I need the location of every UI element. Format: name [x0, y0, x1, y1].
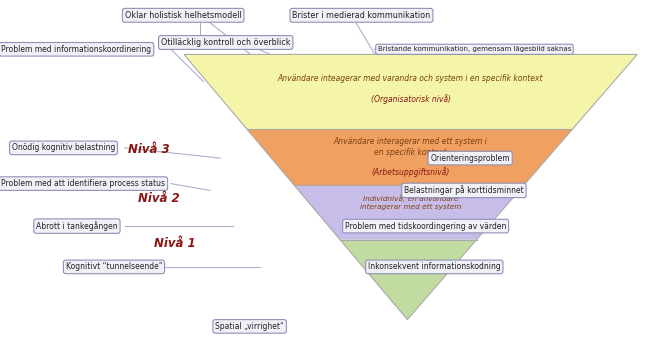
Text: Bristande kommunikation, gemensam lägesbild saknas: Bristande kommunikation, gemensam lägesb…	[378, 46, 571, 52]
Text: Abrott i tankegången: Abrott i tankegången	[36, 221, 118, 231]
Text: Kognitivt “tunnelseende”: Kognitivt “tunnelseende”	[66, 262, 162, 271]
Text: Problem med att identifiera process status: Problem med att identifiera process stat…	[1, 179, 166, 188]
Text: Nivå 2: Nivå 2	[138, 192, 179, 205]
Text: Spatial „virrighet“: Spatial „virrighet“	[215, 322, 284, 331]
Text: (Arbetsuppgiftsnivå): (Arbetsuppgiftsnivå)	[371, 168, 450, 177]
Text: Nivå 1: Nivå 1	[154, 237, 196, 250]
Text: Onödig kognitiv belastning: Onödig kognitiv belastning	[12, 143, 115, 152]
Text: Oklar holistisk helhetsmodell: Oklar holistisk helhetsmodell	[125, 11, 242, 20]
Polygon shape	[340, 240, 476, 320]
Polygon shape	[184, 54, 637, 129]
Polygon shape	[294, 185, 524, 240]
Text: Individnivå, en användare
interagerar med ett system: Individnivå, en användare interagerar me…	[360, 194, 461, 210]
Text: (Organisatorisk nivå): (Organisatorisk nivå)	[371, 94, 451, 104]
Text: (Individnivå): (Individnivå)	[388, 222, 434, 230]
Text: Inkonsekvent informationskodning: Inkonsekvent informationskodning	[368, 262, 501, 271]
Text: Belastningar på korttidsminnet: Belastningar på korttidsminnet	[404, 185, 524, 195]
Text: Användare inteagerar med varandra och system i en specifik kontext: Användare inteagerar med varandra och sy…	[278, 74, 543, 83]
Text: Brister i medierad kommunikation: Brister i medierad kommunikation	[292, 11, 430, 20]
Text: Användare interagerar med ett system i
en specifik kontext: Användare interagerar med ett system i e…	[334, 137, 487, 157]
Text: Problem med informationskoordinering: Problem med informationskoordinering	[1, 45, 152, 54]
Text: Problem med tidskoordingering av värden: Problem med tidskoordingering av värden	[345, 222, 507, 231]
Text: Nivå 3: Nivå 3	[128, 143, 170, 156]
Text: Orienteringsproblem: Orienteringsproblem	[430, 154, 510, 163]
Polygon shape	[247, 129, 572, 185]
Text: Otilläcklig kontroll och överblick: Otilläcklig kontroll och överblick	[161, 38, 290, 47]
